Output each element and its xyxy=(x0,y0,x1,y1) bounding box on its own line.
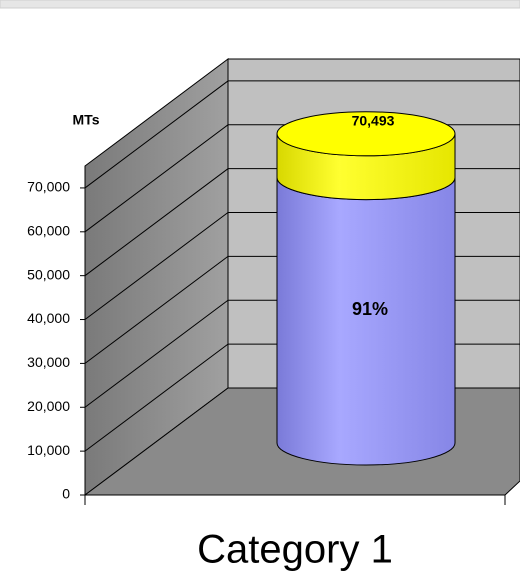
grid-line xyxy=(84,343,229,452)
cylinder-segment xyxy=(276,111,456,201)
grid-line xyxy=(84,124,229,233)
y-axis-label: MTs xyxy=(73,112,100,128)
grid-line xyxy=(84,299,229,408)
grid-line xyxy=(84,80,229,189)
y-tick-label: 10,000 xyxy=(27,442,70,458)
y-tick-label: 20,000 xyxy=(27,398,70,414)
y-tick-label: 30,000 xyxy=(27,354,70,370)
cylinder-segment xyxy=(276,177,456,466)
segment-side xyxy=(276,177,456,466)
y-tick-label: 40,000 xyxy=(27,310,70,326)
data-label: 91% xyxy=(352,299,388,319)
segment-cap xyxy=(276,111,456,157)
y-tick-label: 0 xyxy=(62,486,70,502)
top-strip xyxy=(0,0,520,9)
y-tick-label: 70,000 xyxy=(27,179,70,195)
grid-line xyxy=(84,255,229,364)
grid-line xyxy=(84,212,229,320)
total-label: 70,493 xyxy=(352,112,395,128)
grid-line xyxy=(84,168,229,277)
x-tick-label: Category 1 xyxy=(197,528,393,572)
y-tick-label: 60,000 xyxy=(27,223,70,239)
y-tick-label: 50,000 xyxy=(27,266,70,282)
